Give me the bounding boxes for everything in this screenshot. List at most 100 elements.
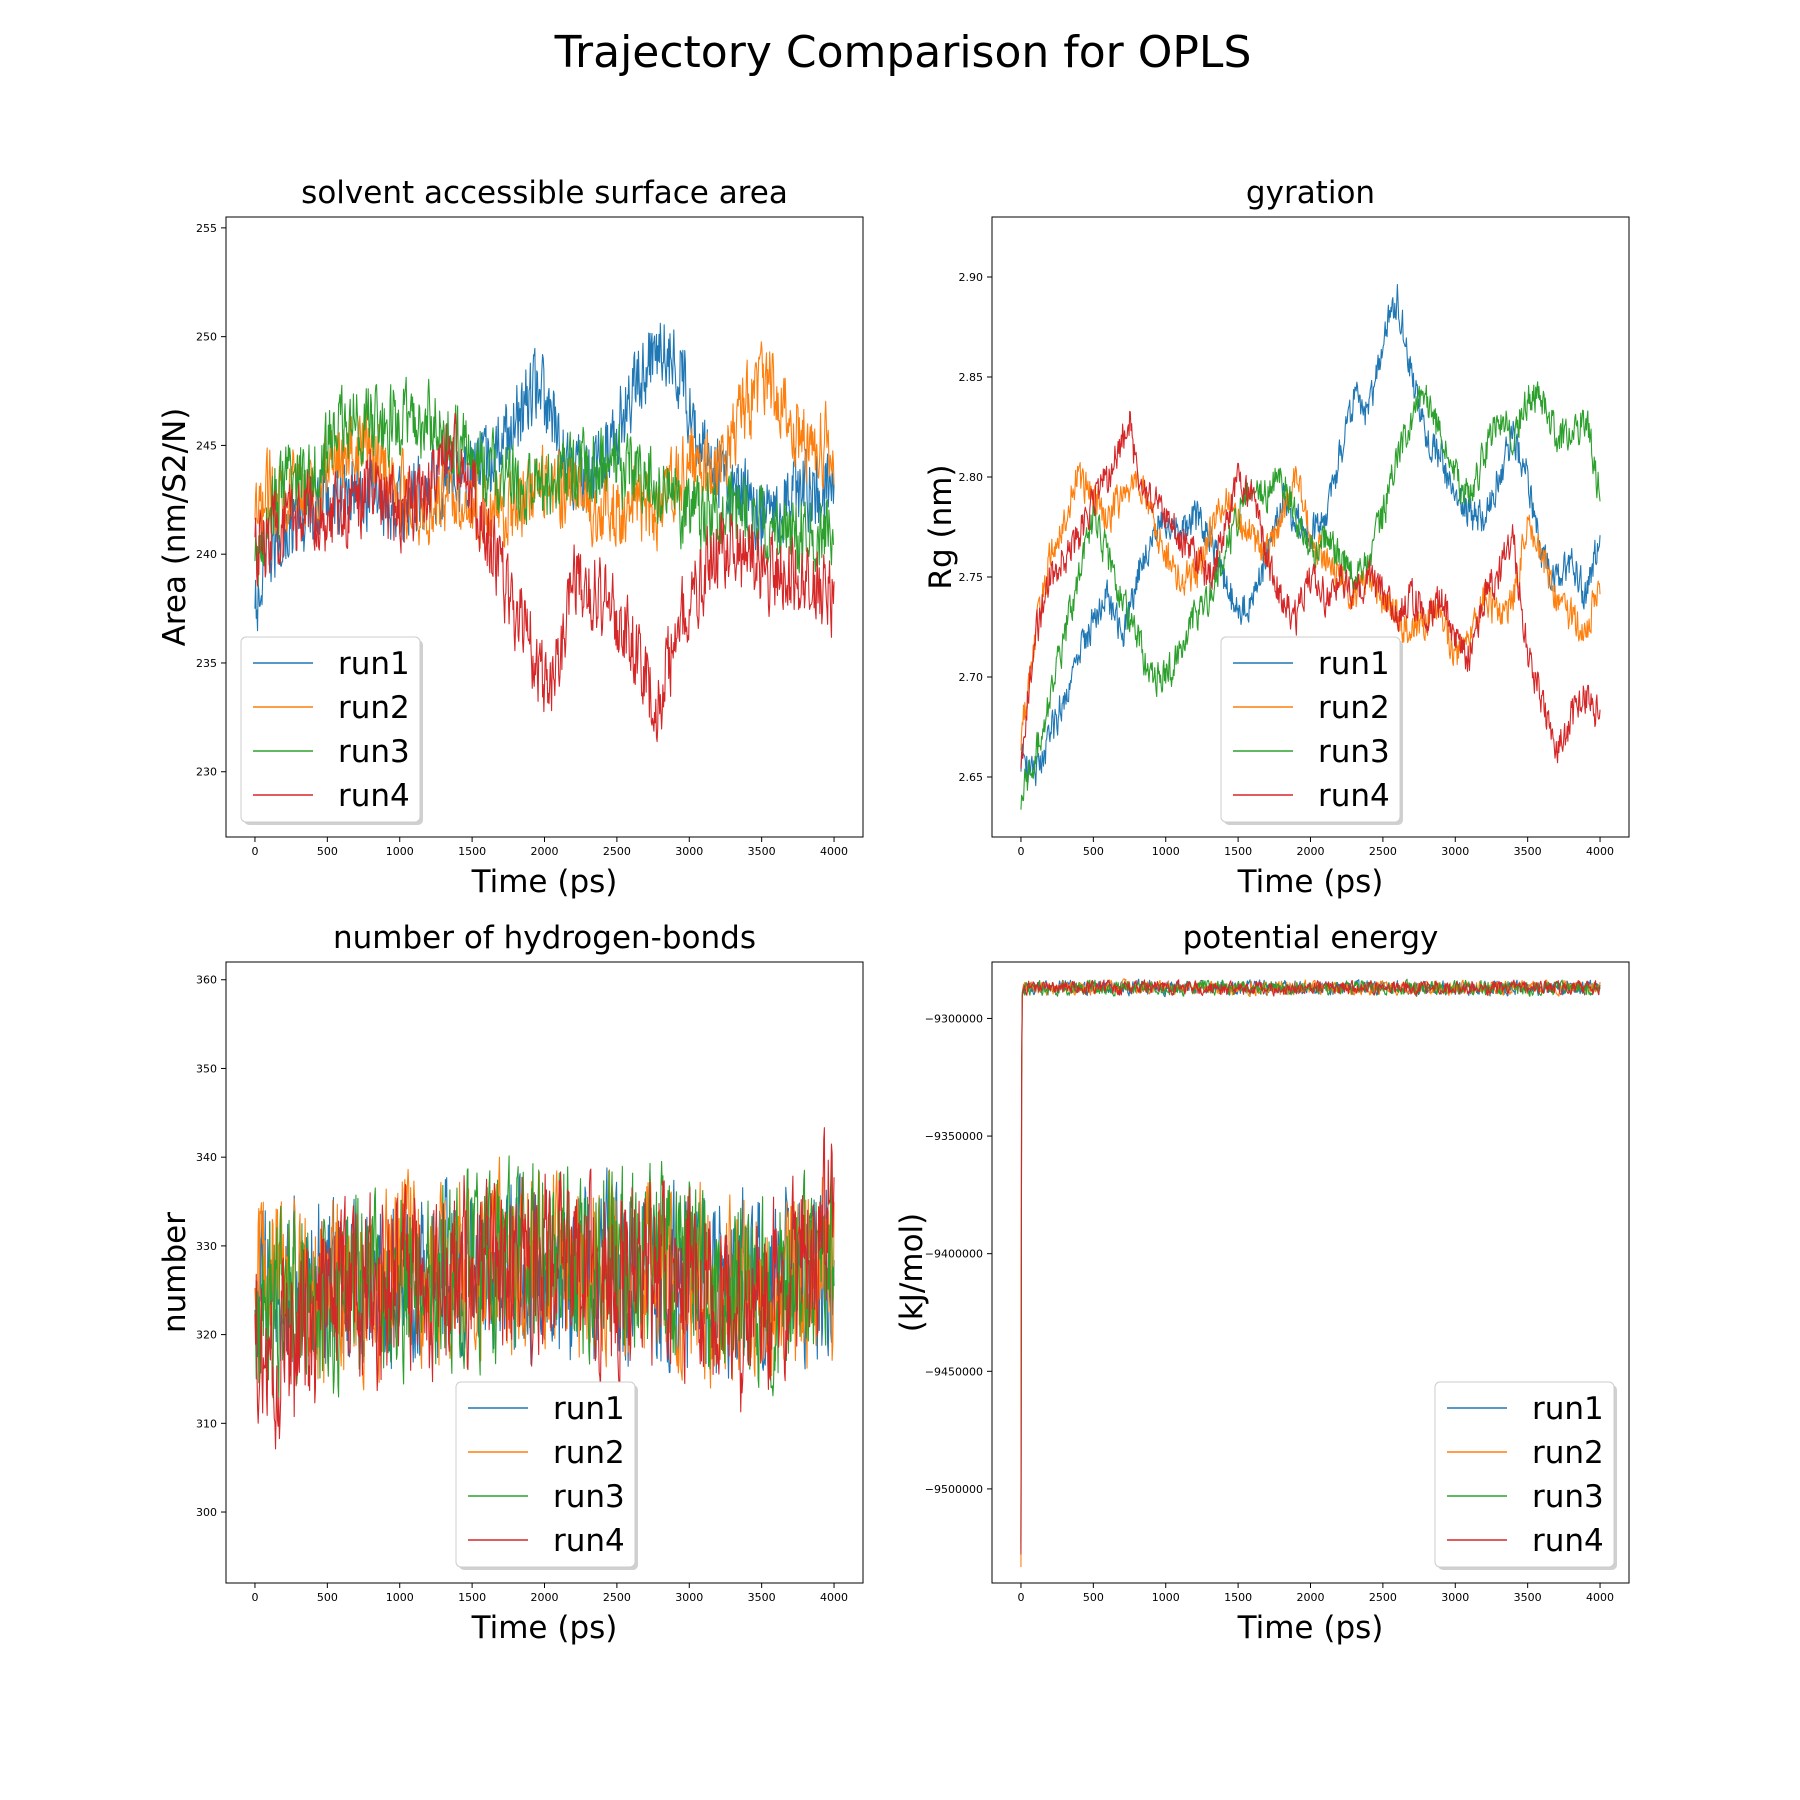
series-group [254, 322, 835, 743]
legend: run1 run2 run3 run4 [455, 1381, 638, 1570]
series-group [254, 1127, 835, 1450]
x-tick-label: 1000 [386, 845, 414, 858]
series-line-run2 [1020, 462, 1601, 751]
x-tick-label: 0 [251, 1591, 258, 1604]
x-tick-label: 1500 [458, 1591, 486, 1604]
legend: run1 run2 run3 run4 [1220, 636, 1403, 825]
x-tick-label: 2500 [603, 845, 631, 858]
y-tick-label: 230 [196, 766, 217, 779]
series-line-run4 [254, 1127, 835, 1450]
x-tick-label: 1500 [1224, 845, 1252, 858]
legend-label-run3: run3 [1532, 1479, 1604, 1515]
y-tick-label: 2.65 [959, 771, 984, 784]
panel-2: 0 500 1000 1500 2000 2500 3000 3500 4000 2.65 2.70… [923, 175, 1630, 900]
series-line-run4 [1020, 410, 1601, 769]
legend-box [455, 1381, 636, 1568]
x-axis-label: Time (ps) [471, 864, 618, 900]
x-tick-label: 500 [317, 1591, 338, 1604]
y-tick-label: 240 [196, 548, 217, 561]
panels: 0 500 1000 1500 2000 2500 3000 3500 400023023524… [157, 175, 1630, 1646]
y-tick-label: 250 [196, 331, 217, 344]
y-tick-label: 2.85 [959, 371, 984, 384]
legend-label-run1: run1 [553, 1391, 625, 1427]
x-tick-label: 3000 [675, 1591, 703, 1604]
x-tick-label: 2500 [603, 1591, 631, 1604]
x-axis-label: Time (ps) [471, 1610, 618, 1646]
y-tick-label: 255 [196, 222, 217, 235]
y-tick-label: 2.70 [959, 671, 984, 684]
x-tick-label: 500 [1083, 1591, 1104, 1604]
x-tick-label: 1000 [1152, 845, 1180, 858]
y-tick-label: 2.90 [959, 271, 984, 284]
legend-label-run3: run3 [553, 1479, 625, 1515]
series-line-run3 [1020, 381, 1601, 810]
series-line-run3 [254, 376, 835, 587]
panel-4: 0 500 1000 1500 2000 2500 3000 3500 4000 −9300000… [894, 920, 1630, 1646]
series-line-run2 [254, 341, 835, 552]
x-axis-label: Time (ps) [1237, 864, 1384, 900]
legend-label-run2: run2 [1318, 690, 1390, 726]
y-tick-label: 330 [196, 1240, 217, 1253]
legend-label-run2: run2 [338, 690, 410, 726]
panel-title: potential energy [1183, 920, 1439, 956]
y-axis-label: (kJ/mol) [894, 1213, 930, 1333]
legend-label-run1: run1 [338, 646, 410, 682]
panel-3: 0 500 1000 1500 2000 2500 3000 3500 4000 300 310 32… [157, 920, 864, 1646]
legend-label-run3: run3 [338, 734, 410, 770]
x-tick-label: 1000 [1152, 1591, 1180, 1604]
x-tick-label: 0 [1017, 1591, 1024, 1604]
x-tick-label: 1500 [458, 845, 486, 858]
y-axis-label: number [157, 1212, 193, 1333]
x-tick-label: 1000 [386, 1591, 414, 1604]
panel-1: 0 500 1000 1500 2000 2500 3000 3500 4000 230 235 24… [157, 175, 864, 900]
y-tick-label: 300 [196, 1506, 217, 1519]
legend-label-run1: run1 [1318, 646, 1390, 682]
y-axis-label: Rg (nm) [923, 464, 959, 589]
series-group [1020, 978, 1601, 1568]
figure-title: Trajectory Comparison for OPLS [554, 27, 1252, 78]
x-axis-label: Time (ps) [1237, 1610, 1384, 1646]
legend-label-run4: run4 [1318, 778, 1390, 814]
y-tick-label: −9400000 [925, 1248, 983, 1261]
y-tick-label: 360 [196, 974, 217, 987]
x-tick-label: 2000 [531, 1591, 559, 1604]
x-tick-label: 1500 [1224, 1591, 1252, 1604]
y-tick-label: −9450000 [925, 1365, 983, 1378]
legend-label-run2: run2 [553, 1435, 625, 1471]
y-tick-label: 340 [196, 1151, 217, 1164]
x-tick-label: 4000 [1586, 1591, 1614, 1604]
y-tick-label: 245 [196, 439, 217, 452]
legend-label-run3: run3 [1318, 734, 1390, 770]
x-tick-label: 0 [251, 845, 258, 858]
x-tick-label: 3000 [1441, 845, 1469, 858]
x-tick-label: 3500 [748, 1591, 776, 1604]
y-tick-label: 350 [196, 1062, 217, 1075]
y-tick-label: 320 [196, 1329, 217, 1342]
y-tick-label: −9350000 [925, 1130, 983, 1143]
legend-box [1220, 636, 1401, 823]
legend-box [1434, 1381, 1615, 1568]
x-tick-label: 4000 [1586, 845, 1614, 858]
y-tick-label: 2.80 [959, 471, 984, 484]
x-tick-label: 500 [317, 845, 338, 858]
series-line-run4 [1020, 979, 1601, 1555]
legend-label-run4: run4 [553, 1523, 625, 1559]
legend-label-run1: run1 [1532, 1391, 1604, 1427]
legend-label-run4: run4 [1532, 1523, 1604, 1559]
legend-box [240, 636, 421, 823]
x-tick-label: 0 [1017, 845, 1024, 858]
legend-label-run4: run4 [338, 778, 410, 814]
y-tick-label: −9300000 [925, 1012, 983, 1025]
x-tick-label: 2500 [1369, 1591, 1397, 1604]
x-tick-label: 2000 [1297, 1591, 1325, 1604]
y-tick-label: 310 [196, 1417, 217, 1430]
legend: run1 run2 run3 run4 [1434, 1381, 1617, 1570]
panel-title: number of hydrogen-bonds [333, 920, 756, 956]
y-tick-label: 235 [196, 657, 217, 670]
panel-title: solvent accessible surface area [301, 175, 788, 211]
panel-title: gyration [1246, 175, 1375, 211]
x-tick-label: 2000 [531, 845, 559, 858]
x-tick-label: 2000 [1297, 845, 1325, 858]
